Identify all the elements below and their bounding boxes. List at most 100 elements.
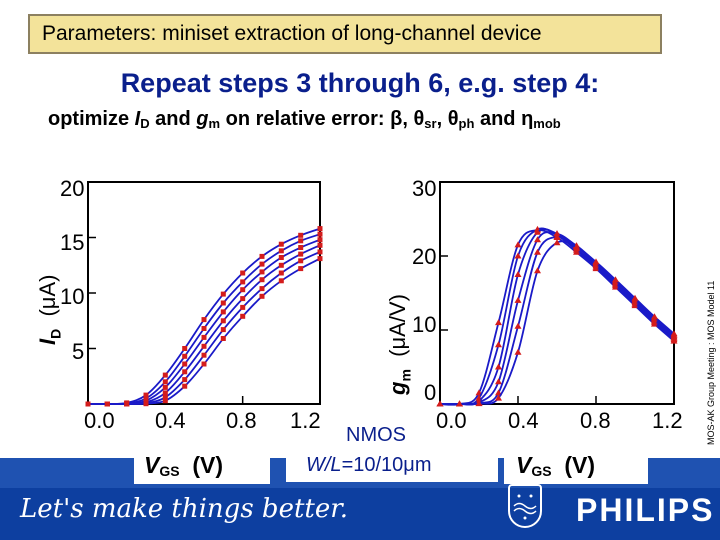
gm-chart-data-point: [495, 394, 502, 401]
id-chart-data-point: [182, 346, 188, 351]
id-chart-data-point: [162, 390, 168, 396]
id-chart-data-point: [162, 384, 168, 390]
id-chart-data-point: [278, 248, 284, 254]
shield-waves-icon: [513, 494, 537, 520]
gm-chart-data-point: [514, 322, 522, 329]
brand-logo: PHILIPS: [576, 492, 715, 528]
id-chart-data-point: [298, 266, 304, 272]
id-chart-data-point: [259, 261, 265, 267]
left-xtick: 0.8: [226, 408, 257, 433]
id-chart-data-point: [220, 309, 226, 315]
gm-chart-data-point: [553, 233, 561, 240]
gm-chart-series-line: [439, 240, 675, 406]
gm-chart-series-line: [439, 228, 675, 406]
id-chart-data-point: [201, 334, 207, 340]
left-xtick: 1.2: [290, 408, 321, 433]
id-chart-data-point: [278, 262, 284, 268]
right-xtick: 1.2: [652, 408, 683, 433]
right-xtick: 0.0: [436, 408, 467, 433]
right-xtick: 0.8: [580, 408, 611, 433]
shield-logo-icon: [508, 484, 542, 528]
gm-chart-data-point: [534, 236, 541, 243]
slide-subtitle: optimize ID and gm on relative error: β,…: [48, 108, 561, 131]
id-chart-data-point: [85, 401, 91, 407]
right-chart-xlabel: VGS (V): [516, 452, 596, 479]
left-ytick: 5: [72, 339, 85, 364]
footer-slogan: Let's make things better.: [20, 494, 349, 524]
gm-chart-data-point: [514, 271, 522, 277]
device-type: NMOS: [346, 424, 406, 446]
right-ytick: 30: [412, 176, 437, 201]
id-chart-data-point: [259, 269, 265, 275]
id-chart-data-point: [240, 279, 246, 285]
right-xlabel-box: [504, 448, 648, 484]
left-xtick: 0.0: [84, 408, 115, 433]
id-chart-data-point: [317, 256, 323, 262]
id-chart-data-point: [298, 258, 304, 264]
gm-chart-data-point: [436, 400, 444, 407]
left-chart-xlabel: VGS (V): [144, 452, 224, 479]
id-chart-data-point: [201, 317, 207, 323]
id-chart-data-point: [162, 372, 168, 378]
id-chart-data-point: [182, 361, 188, 367]
gm-chart-data-point: [495, 363, 502, 370]
id-chart-data-point: [162, 394, 168, 400]
id-chart-data-point: [220, 300, 226, 306]
gm-chart-data-point: [514, 348, 522, 355]
id-chart-data-point: [162, 398, 168, 404]
id-chart-data-point: [182, 353, 188, 359]
id-chart-data-point: [220, 327, 226, 333]
id-chart-data-point: [259, 253, 265, 259]
gm-chart-data-point: [514, 241, 522, 248]
id-chart-data-point: [143, 401, 149, 407]
id-chart-data-point: [201, 326, 207, 331]
id-chart-data-point: [317, 237, 323, 243]
id-chart-data-point: [278, 270, 284, 276]
slide-heading: Repeat steps 3 through 6, e.g. step 4:: [120, 68, 600, 98]
id-chart-data-point: [162, 379, 168, 385]
id-chart-data-point: [259, 293, 265, 299]
gm-chart-data-point: [514, 296, 522, 303]
id-chart-data-point: [124, 401, 130, 407]
gm-chart-data-point: [475, 400, 483, 407]
gm-chart-data-point: [553, 239, 561, 246]
id-chart-data-point: [182, 369, 188, 375]
id-chart-data-point: [182, 383, 188, 389]
id-chart-data-point: [201, 361, 207, 367]
id-chart-data-point: [104, 401, 110, 407]
id-chart-series-line: [87, 257, 321, 405]
gm-chart-data-point: [534, 267, 541, 274]
id-chart-frame: [87, 181, 321, 405]
left-ytick: 15: [60, 230, 85, 255]
gm-chart-series-line: [439, 235, 675, 406]
right-ytick: 0: [424, 380, 437, 405]
left-ytick: 20: [60, 176, 85, 201]
gm-chart-data-point: [592, 258, 600, 265]
id-chart-data-point: [240, 304, 246, 310]
id-chart-data-point: [182, 377, 188, 383]
id-chart-data-point: [317, 249, 323, 255]
id-chart-data-point: [317, 226, 323, 232]
right-ytick: 10: [412, 312, 437, 337]
gm-chart-data-point: [495, 341, 502, 348]
right-ytick: 20: [412, 244, 437, 269]
id-chart-data-point: [298, 245, 304, 250]
id-chart-data-point: [143, 392, 149, 398]
id-chart-data-point: [201, 343, 207, 349]
gm-chart-data-point: [514, 252, 522, 259]
gm-chart-series-line: [439, 231, 675, 406]
id-chart-data-point: [201, 352, 207, 358]
page-title: Parameters: miniset extraction of long-c…: [42, 22, 542, 45]
left-xtick: 0.4: [155, 408, 186, 433]
id-chart-data-point: [220, 336, 226, 341]
gm-chart-frame: [439, 181, 675, 405]
id-chart-data-point: [317, 231, 323, 237]
id-chart-data-point: [259, 277, 265, 283]
id-chart-data-point: [298, 251, 304, 257]
device-label-box: [286, 440, 498, 482]
left-ytick: 10: [60, 284, 85, 309]
gm-chart-data-point: [631, 294, 639, 301]
gm-chart-data-point: [534, 228, 541, 235]
id-chart-data-point: [240, 296, 246, 302]
